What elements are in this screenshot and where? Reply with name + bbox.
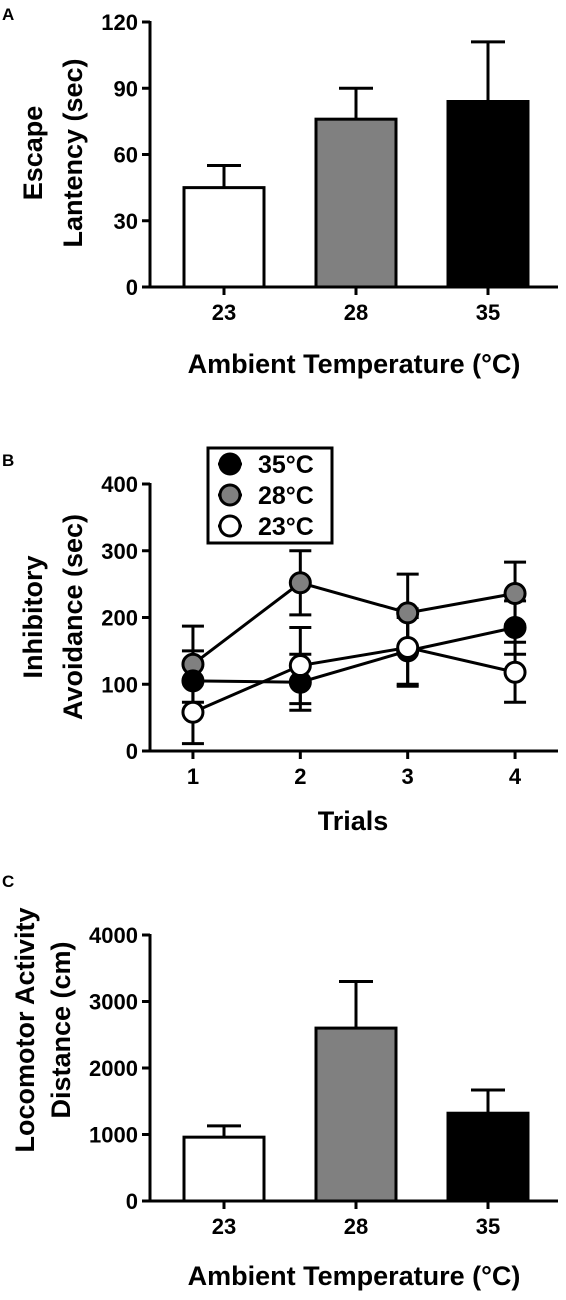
panel-b-marks: 0 100 200 300 400 1 2 3 4 — [101, 472, 558, 789]
panel-b-point-35C-1 — [181, 669, 205, 693]
panel-a-ylabel-line2: Lantency (sec) — [58, 58, 88, 247]
panel-a-ytick-label-0: 0 — [126, 275, 138, 300]
panel-a-ylabel-line1: Escape — [18, 106, 48, 201]
panel-c-xtick-label-35: 35 — [476, 1214, 500, 1239]
panel-c-xtick-label-28: 28 — [344, 1214, 368, 1239]
panel-c-xlabel: Ambient Temperature (°C) — [188, 1261, 521, 1291]
panel-a-xtick-label-35: 35 — [476, 300, 500, 325]
legend-28-marker — [218, 483, 242, 507]
panel-letter-c: C — [2, 872, 14, 891]
panel-a-xlabel: Ambient Temperature (°C) — [188, 349, 521, 379]
panel-a-bar-28 — [314, 117, 398, 289]
panel-b-ylabel-line2: Avoidance (sec) — [58, 514, 88, 720]
panel-c-ylabel-line2: Distance (cm) — [46, 941, 76, 1118]
panel-b-ytick-label-3: 300 — [101, 539, 138, 564]
panel-b-point-23C-2 — [288, 654, 312, 678]
panel-c-xtick-label-23: 23 — [212, 1214, 236, 1239]
panel-b-ytick-label-0: 0 — [126, 739, 138, 764]
panel-b-point-23C-1 — [181, 700, 205, 724]
panel-b-series-line-28C — [192, 581, 516, 666]
panel-b-ytick-label-4: 400 — [101, 472, 138, 497]
panel-b-ylabel-line1: Inhibitory — [18, 556, 48, 679]
panel-a-xtick-label-23: 23 — [212, 300, 236, 325]
panel-a-marks: 0 30 60 90 120 23 28 35 — [101, 10, 558, 325]
panel-c-bar-35 — [446, 1111, 530, 1203]
panel-b-point-28C-3 — [396, 601, 420, 625]
panel-c-bar-28 — [314, 1026, 398, 1203]
legend-23-marker — [218, 514, 242, 538]
panel-b-point-35C-4 — [503, 616, 527, 640]
panel-letter-b: B — [2, 451, 14, 470]
panel-b-xlabel: Trials — [318, 806, 389, 836]
panel-b-ytick-label-2: 200 — [101, 606, 138, 631]
legend-35-label: 35°C — [258, 451, 314, 479]
panel-b-xtick-label-4: 4 — [509, 764, 522, 789]
panel-b-xtick-label-2: 2 — [294, 764, 306, 789]
panel-a-bar-35 — [446, 100, 530, 289]
panel-b-point-23C-3 — [396, 636, 420, 660]
legend-28-label: 28°C — [258, 482, 314, 510]
panel-c-ytick-label-0: 0 — [126, 1189, 138, 1214]
panel-c: C Locomotor Activity Distance (cm) 0 1000… — [2, 872, 558, 1291]
panel-a-ytick-label-4: 120 — [101, 10, 138, 35]
panel-a-ytick-label-3: 90 — [114, 76, 138, 101]
panel-b-point-28C-4 — [503, 581, 527, 605]
panel-c-bar-23 — [182, 1135, 266, 1203]
panel-b-xtick-label-1: 1 — [187, 764, 199, 789]
legend-23-label: 23°C — [258, 513, 314, 541]
panel-b-series-line-35C — [192, 626, 516, 684]
panel-b-point-23C-4 — [503, 660, 527, 684]
panel-b-ytick-label-1: 100 — [101, 672, 138, 697]
panel-a: A Escape Lantency (sec) 0 30 60 90 120 23 28 35… — [2, 5, 558, 379]
panel-c-ylabel-line1: Locomotor Activity — [10, 907, 40, 1152]
panel-b-legend: 35°C 28°C 23°C — [206, 446, 334, 545]
panel-c-ytick-label-4: 4000 — [89, 923, 138, 948]
panel-c-ytick-label-2: 2000 — [89, 1056, 138, 1081]
panel-a-ytick-label-1: 30 — [114, 209, 138, 234]
panel-c-ytick-label-1: 1000 — [89, 1123, 138, 1148]
panel-c-marks: 0 1000 2000 3000 4000 23 28 35 — [89, 923, 558, 1239]
panel-b-point-28C-2 — [288, 571, 312, 595]
legend-35-marker — [218, 452, 242, 476]
panel-a-bar-23 — [182, 186, 266, 289]
panel-b-xtick-label-3: 3 — [402, 764, 414, 789]
panel-a-xtick-label-28: 28 — [344, 300, 368, 325]
panel-b: B Inhibitory Avoidance (sec) 0 100 200 300 4… — [2, 446, 558, 836]
panel-b-series-line-23C — [192, 646, 516, 714]
panel-c-ytick-label-3: 3000 — [89, 990, 138, 1015]
panel-a-ytick-label-2: 60 — [114, 143, 138, 168]
panel-letter-a: A — [2, 5, 14, 24]
